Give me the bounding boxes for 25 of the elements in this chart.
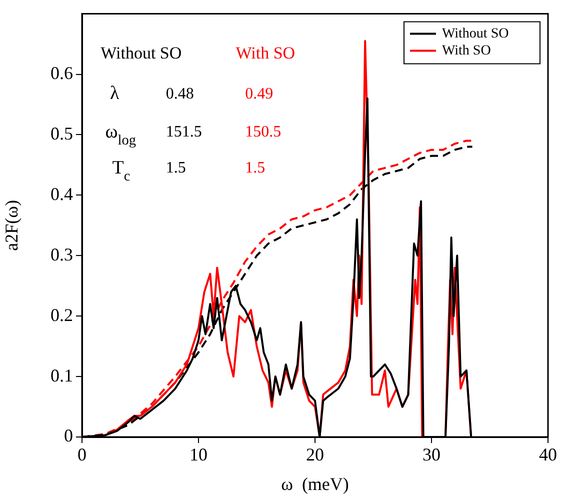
annotation: Without SO — [100, 43, 182, 62]
y-tick-label: 0.5 — [50, 123, 73, 144]
x-tick-label: 20 — [306, 444, 324, 465]
y-tick-label: 0 — [64, 426, 73, 446]
y-tick-label: 0.4 — [50, 184, 73, 204]
x-tick-label: 40 — [539, 444, 557, 465]
annotation: With SO — [236, 43, 296, 62]
x-tick-label: 30 — [422, 444, 440, 465]
annotation: 150.5 — [245, 124, 282, 140]
annotation: 1.5 — [245, 159, 266, 176]
y-axis-title: a2F(ω) — [2, 200, 22, 251]
x-axis-title: ω (meV) — [281, 474, 349, 494]
y-tick-label: 0.3 — [50, 244, 73, 264]
annotation: 0.49 — [245, 85, 274, 102]
y-tick-label: 0.2 — [50, 304, 73, 325]
annotation: 151.5 — [166, 124, 202, 140]
y-tick-label: 0.6 — [50, 62, 73, 83]
x-tick-label: 10 — [190, 444, 208, 465]
annotation: 1.5 — [166, 159, 186, 176]
y-tick-label: 0.1 — [50, 365, 73, 386]
annotation: λ — [110, 83, 120, 104]
legend-label: Without SO — [442, 26, 509, 42]
x-tick-label: 0 — [78, 444, 86, 465]
annotation: 0.48 — [166, 85, 194, 102]
legend-label: With SO — [442, 43, 491, 58]
